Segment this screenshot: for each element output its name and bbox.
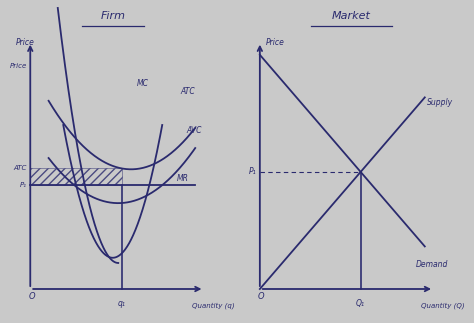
Text: Price: Price [10, 63, 27, 69]
Text: Price: Price [265, 38, 284, 47]
Text: Q₁: Q₁ [356, 299, 365, 308]
Text: Market: Market [332, 11, 371, 21]
Text: AVC: AVC [186, 126, 201, 135]
Text: ATC: ATC [181, 87, 195, 96]
Text: P₁: P₁ [19, 182, 27, 188]
Text: q₁: q₁ [118, 299, 126, 308]
Text: Demand: Demand [416, 260, 448, 269]
Text: ATC: ATC [13, 165, 27, 172]
Text: Supply: Supply [427, 98, 453, 107]
Text: Firm: Firm [100, 11, 125, 21]
Text: O: O [258, 292, 264, 301]
Text: O: O [28, 292, 35, 301]
Text: Quantity (Q): Quantity (Q) [421, 302, 465, 309]
Text: MR: MR [177, 174, 189, 183]
Text: Quantity (q): Quantity (q) [191, 302, 234, 309]
Text: P₁: P₁ [248, 167, 256, 176]
Text: MC: MC [137, 79, 148, 88]
Text: Price: Price [15, 38, 34, 47]
